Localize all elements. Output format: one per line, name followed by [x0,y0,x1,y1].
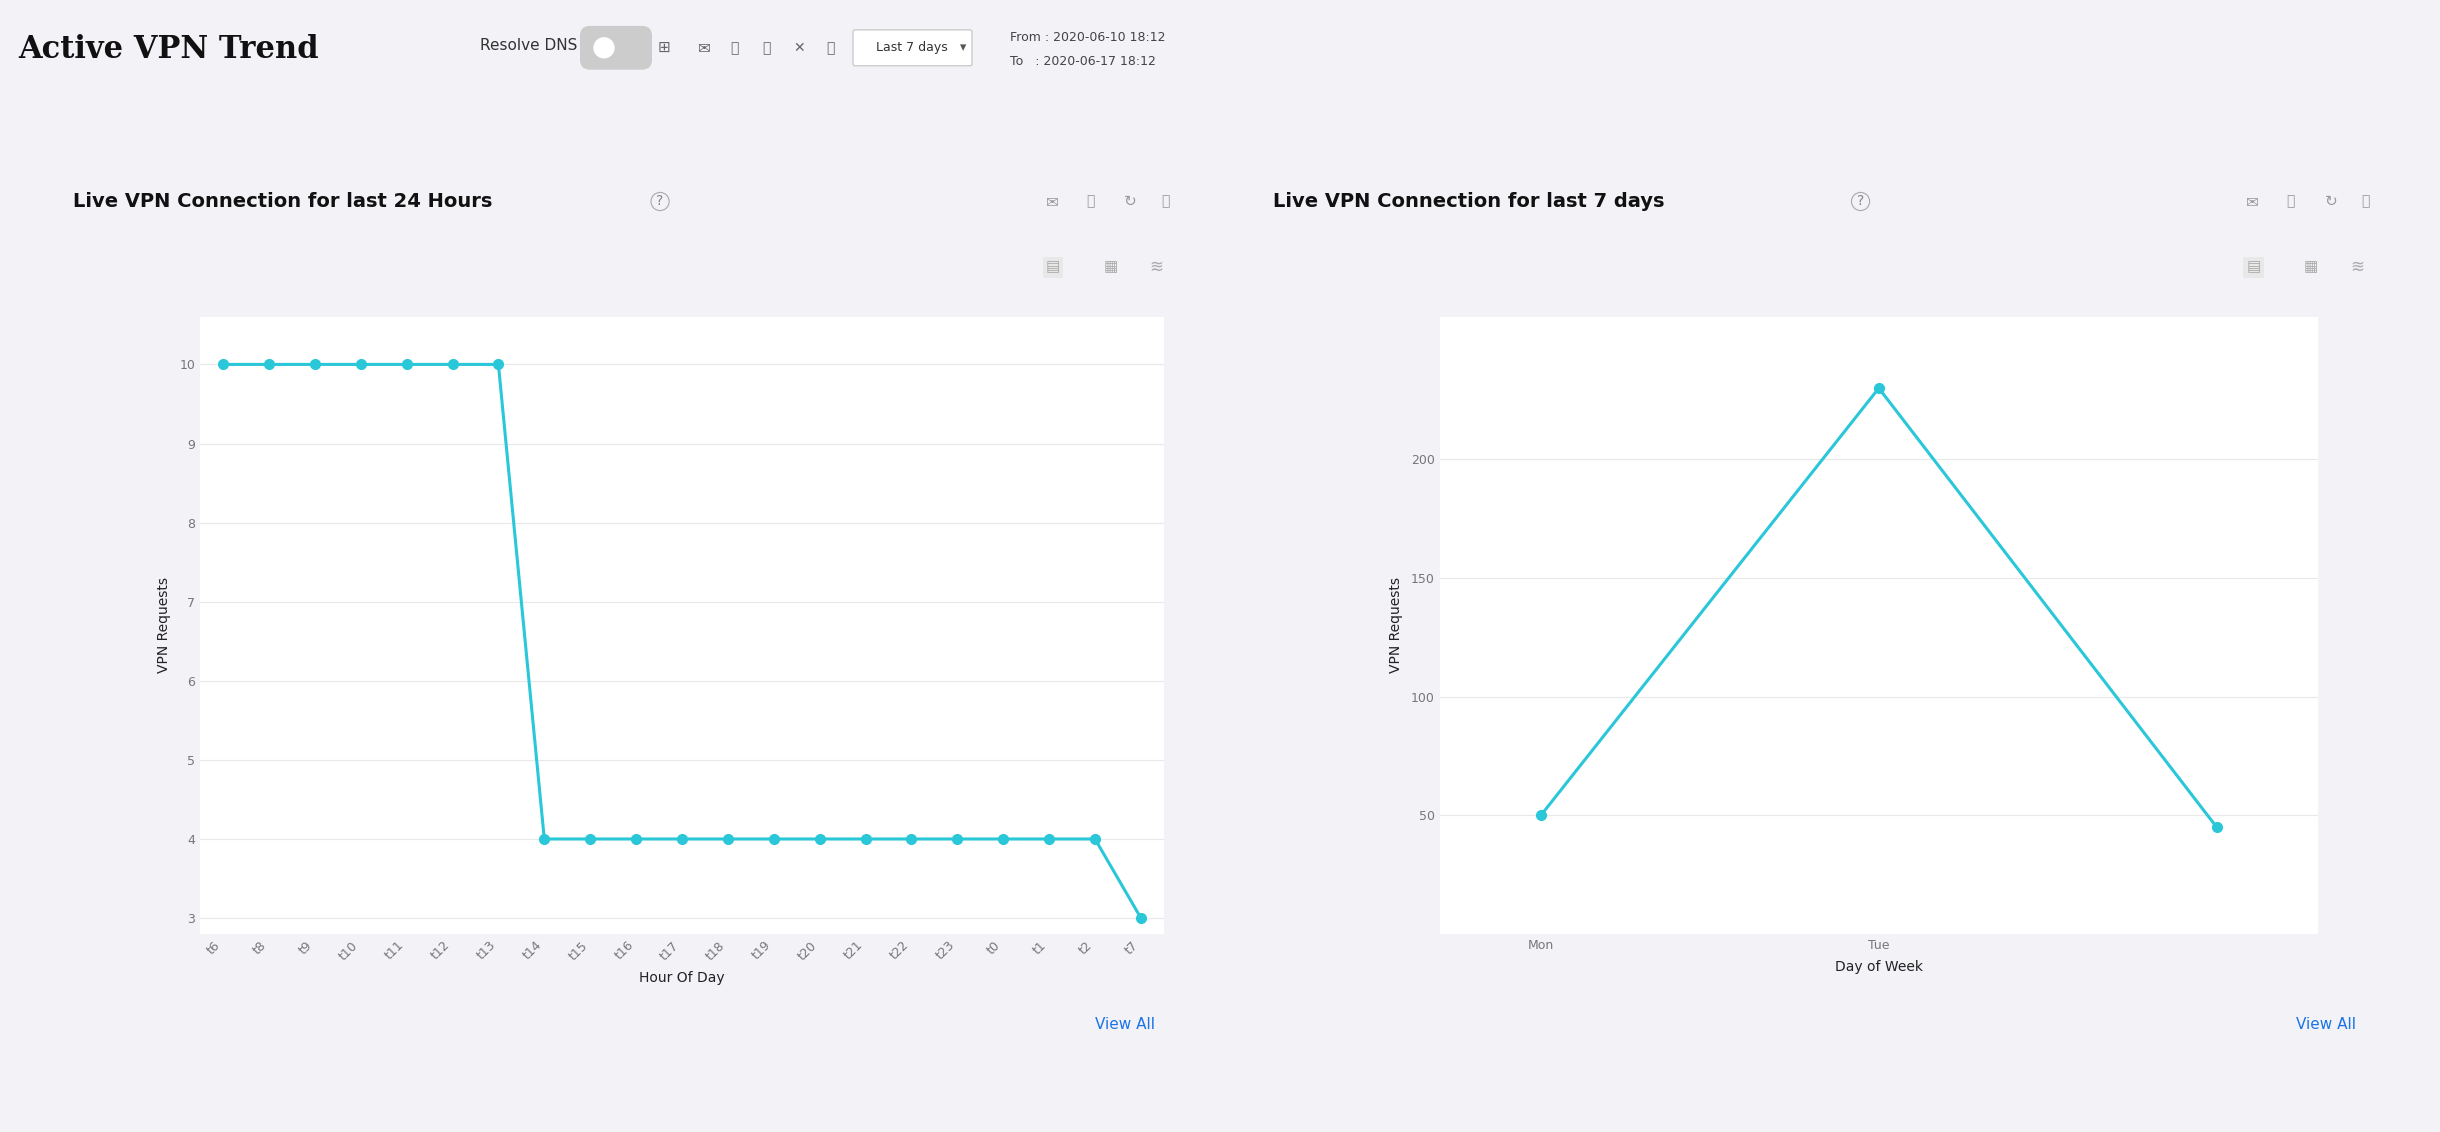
FancyBboxPatch shape [581,26,651,70]
Text: ⤢: ⤢ [1161,195,1169,208]
Text: View All: View All [2296,1017,2355,1032]
X-axis label: Day of Week: Day of Week [1835,960,1923,975]
Text: ≋: ≋ [2350,258,2364,276]
Text: ▦: ▦ [1103,259,1118,275]
Text: ✉: ✉ [698,41,710,55]
Text: 📅: 📅 [827,41,834,54]
Text: ✉: ✉ [1047,194,1059,209]
Y-axis label: VPN Requests: VPN Requests [1388,577,1403,674]
Text: Last 7 days: Last 7 days [876,41,947,54]
Text: ⊞: ⊞ [659,41,671,55]
Text: To   : 2020-06-17 18:12: To : 2020-06-17 18:12 [1010,55,1157,68]
Text: ?: ? [656,195,664,208]
Text: ⤢: ⤢ [2362,195,2369,208]
Text: ▤: ▤ [1047,259,1061,275]
Text: From : 2020-06-10 18:12: From : 2020-06-10 18:12 [1010,32,1166,44]
Text: ▤: ▤ [2247,259,2262,275]
Text: ↻: ↻ [1125,194,1137,209]
FancyBboxPatch shape [854,29,971,66]
Text: ?: ? [1857,195,1864,208]
Text: ≋: ≋ [1149,258,1164,276]
Text: View All: View All [1096,1017,1154,1032]
X-axis label: Hour Of Day: Hour Of Day [639,971,725,985]
Text: ▦: ▦ [2303,259,2318,275]
Text: Live VPN Connection for last 7 days: Live VPN Connection for last 7 days [1274,192,1664,211]
Y-axis label: VPN Requests: VPN Requests [156,577,171,674]
Text: ⬜: ⬜ [1086,195,1096,208]
Text: ↻: ↻ [2325,194,2338,209]
Text: ⬜: ⬜ [2286,195,2296,208]
Text: ✕: ✕ [793,41,805,54]
Circle shape [593,37,615,58]
Text: ⬜: ⬜ [761,41,771,54]
Text: Resolve DNS: Resolve DNS [481,38,578,53]
Text: Live VPN Connection for last 24 Hours: Live VPN Connection for last 24 Hours [73,192,493,211]
Text: ▾: ▾ [959,41,966,54]
Text: Active VPN Trend: Active VPN Trend [17,34,320,66]
Text: ✉: ✉ [2247,194,2259,209]
Text: ⬜: ⬜ [730,41,739,54]
